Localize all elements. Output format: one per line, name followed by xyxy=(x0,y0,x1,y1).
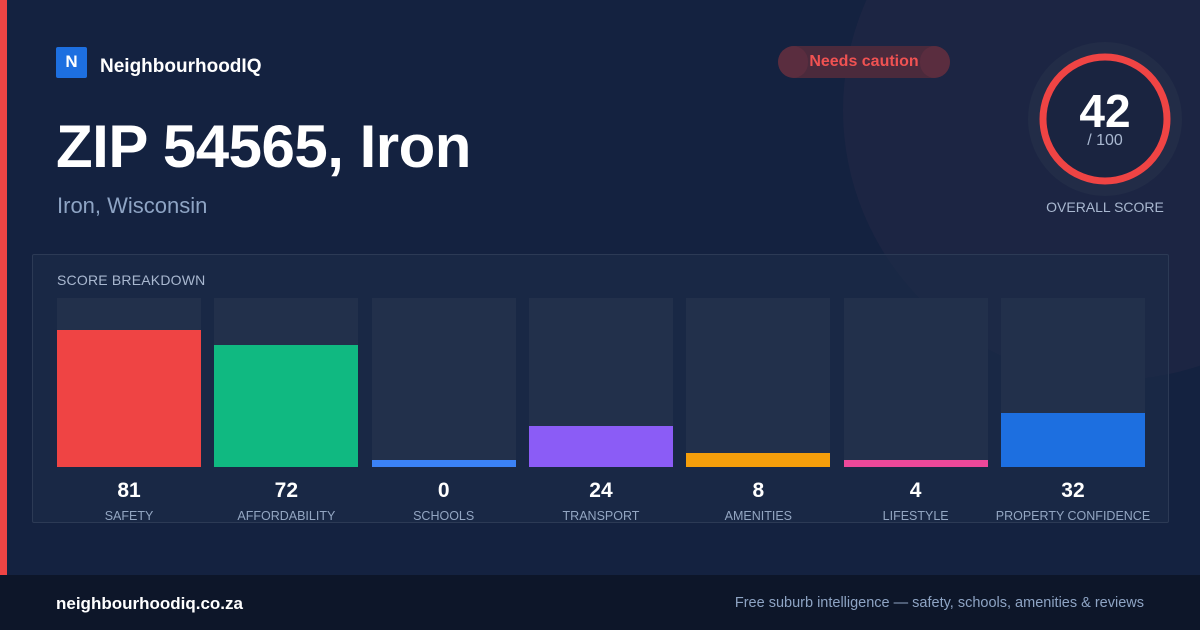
status-badge: Needs caution xyxy=(778,46,950,78)
bar-fill-transport xyxy=(528,426,673,467)
bar-fill-schools xyxy=(371,460,516,467)
bar-track-property-confidence xyxy=(1000,298,1145,467)
bar-fill-safety xyxy=(57,330,201,467)
bar-track-transport xyxy=(528,298,673,467)
score-breakdown-title: SCORE BREAKDOWN xyxy=(57,272,206,288)
bar-label-amenities: AMENITIES xyxy=(724,509,792,523)
footer-domain-link[interactable]: neighbourhoodiq.co.za xyxy=(56,594,243,613)
overall-score-max: / 100 xyxy=(1087,132,1123,149)
score-breakdown-chart: 81 SAFETY 72 AFFORDABILITY 0 SCHOOLS 24 TRANSPO… xyxy=(57,298,1150,524)
bar-transport: 24 TRANSPORT xyxy=(528,298,673,524)
bar-value-affordability: 72 xyxy=(274,479,298,502)
bar-label-schools: SCHOOLS xyxy=(413,509,475,523)
score-ring-track xyxy=(1039,53,1171,185)
status-badge-label: Needs caution xyxy=(809,53,919,70)
bar-track-amenities xyxy=(686,298,831,467)
bar-affordability: 72 AFFORDABILITY xyxy=(214,298,359,524)
bar-fill-affordability xyxy=(214,345,359,467)
bar-lifestyle: 4 LIFESTYLE xyxy=(843,298,988,524)
bar-value-property-confidence: 32 xyxy=(1061,479,1085,502)
bar-label-safety: SAFETY xyxy=(104,509,154,523)
accent-stripe xyxy=(0,0,7,575)
page-subtitle: Iron, Wisconsin xyxy=(57,193,208,218)
bar-value-lifestyle: 4 xyxy=(909,479,922,502)
bar-safety: 81 SAFETY xyxy=(57,298,201,524)
bar-value-amenities: 8 xyxy=(752,479,765,502)
brand-logo-icon: N xyxy=(56,46,87,78)
bar-fill-amenities xyxy=(686,453,831,467)
footer-tagline: Free suburb intelligence — safety, schoo… xyxy=(734,595,1144,611)
bar-label-lifestyle: LIFESTYLE xyxy=(882,509,949,523)
overall-score-value: 42 xyxy=(1079,85,1131,137)
bar-label-affordability: AFFORDABILITY xyxy=(237,509,336,523)
overall-score-ring xyxy=(1028,42,1182,196)
bar-track-affordability xyxy=(214,298,359,467)
bar-fill-property-confidence xyxy=(1000,413,1145,467)
bar-schools: 0 SCHOOLS xyxy=(371,298,516,524)
brand[interactable]: N NeighbourhoodIQ xyxy=(56,46,261,78)
overall-score-label: OVERALL SCORE xyxy=(1046,199,1164,215)
bar-track-safety xyxy=(57,298,201,467)
score-breakdown-panel: SCORE BREAKDOWN 81 SAFETY 72 AFFORDABILITY 0… xyxy=(32,254,1169,523)
bar-fill-lifestyle xyxy=(843,460,988,467)
bar-track-schools xyxy=(371,298,516,467)
bar-label-transport: TRANSPORT xyxy=(562,509,640,523)
brand-name: NeighbourhoodIQ xyxy=(100,56,262,77)
bar-value-safety: 81 xyxy=(117,479,141,502)
page-title: ZIP 54565, Iron xyxy=(56,113,471,180)
bar-track-lifestyle xyxy=(843,298,988,467)
bar-amenities: 8 AMENITIES xyxy=(686,298,831,524)
bar-property-confidence: 32 PROPERTY CONFIDENCE xyxy=(996,298,1150,524)
bar-value-schools: 0 xyxy=(437,479,450,502)
footer: neighbourhoodiq.co.za Free suburb intell… xyxy=(0,575,1200,630)
bar-label-property-confidence: PROPERTY CONFIDENCE xyxy=(995,509,1151,523)
bar-value-transport: 24 xyxy=(589,479,613,502)
